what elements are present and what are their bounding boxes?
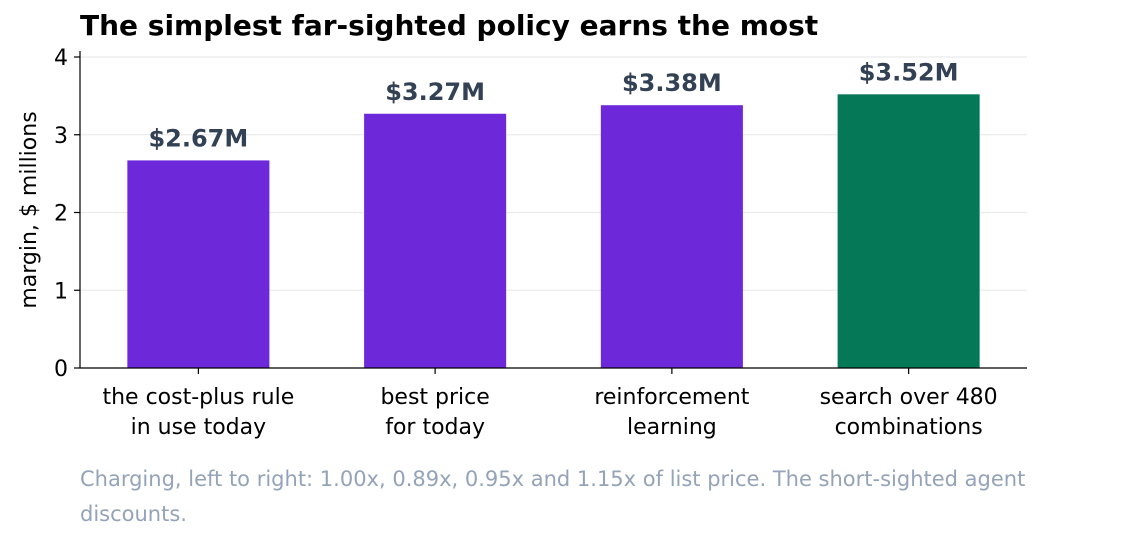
- value-label: $3.27M: [385, 78, 485, 106]
- bars: [127, 94, 980, 368]
- x-tick-label: search over 480 combinations: [820, 385, 998, 440]
- chart-footnote: Charging, left to right: 1.00x, 0.89x, 0…: [80, 467, 1026, 526]
- y-tick-label: 2: [54, 202, 68, 227]
- y-tick-label: 3: [54, 124, 68, 149]
- bar: [600, 105, 743, 368]
- value-label: $2.67M: [148, 124, 248, 152]
- bar: [364, 113, 507, 368]
- y-ticks: 0 1 2 3 4: [54, 46, 80, 382]
- chart-title: The simplest far-sighted policy earns th…: [80, 9, 819, 42]
- y-tick-label: 0: [54, 357, 68, 382]
- bar: [127, 160, 270, 368]
- value-labels: $2.67M $3.27M $3.38M $3.52M: [148, 58, 958, 152]
- y-tick-label: 1: [54, 279, 68, 304]
- x-tick-label: reinforcement learning: [594, 385, 749, 440]
- bar: [837, 94, 980, 368]
- axes: [79, 51, 1027, 369]
- y-tick-label: 4: [54, 46, 68, 71]
- x-tick-label: best price for today: [380, 385, 489, 440]
- value-label: $3.52M: [859, 58, 959, 86]
- value-label: $3.38M: [622, 69, 722, 97]
- x-ticks: the cost-plus rule in use today best price…: [102, 368, 998, 440]
- y-axis-label: margin, $ millions: [17, 111, 42, 308]
- x-tick-label: the cost-plus rule in use today: [102, 385, 294, 440]
